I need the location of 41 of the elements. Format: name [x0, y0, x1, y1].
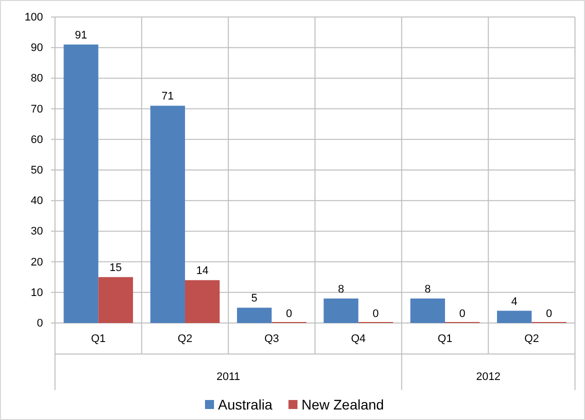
- bar: [237, 308, 272, 323]
- data-label: 5: [251, 292, 258, 305]
- bar: [150, 106, 185, 323]
- x-tick-label: Q1: [90, 333, 106, 345]
- y-tick-label: 90: [30, 42, 43, 54]
- y-tick-label: 80: [30, 72, 43, 85]
- data-label: 8: [424, 284, 431, 296]
- data-label: 71: [162, 90, 174, 103]
- text: 2012: [476, 371, 501, 383]
- x-tick-label: Q4: [350, 333, 366, 345]
- data-label: 15: [110, 262, 122, 274]
- data-label: 0: [372, 308, 379, 320]
- y-tick-label: 70: [30, 103, 43, 116]
- text: 2011: [216, 371, 240, 383]
- data-label: 91: [74, 30, 88, 42]
- x-tick-label: Q2: [178, 333, 192, 345]
- y-tick-label: 30: [30, 226, 43, 238]
- legend-label: Australia: [218, 396, 273, 412]
- data-label: 0: [459, 308, 466, 320]
- x-tick-label: Q1: [438, 333, 452, 345]
- y-tick-label: 20: [30, 256, 43, 268]
- data-label: 4: [511, 296, 518, 308]
- data-label: 0: [286, 308, 292, 320]
- bar: [185, 280, 220, 323]
- y-tick-label: 60: [30, 134, 43, 146]
- x-tick-label: Q2: [524, 333, 540, 345]
- data-label: 8: [338, 284, 344, 296]
- data-label: 14: [196, 265, 208, 278]
- y-tick-label: 50: [30, 164, 43, 177]
- y-tick-label: 40: [30, 195, 43, 208]
- data-label: 0: [546, 308, 552, 320]
- y-tick-label: 0: [36, 318, 43, 330]
- x-tick-label: Q3: [264, 333, 280, 345]
- y-tick-label: 100: [24, 12, 43, 24]
- bar: [410, 298, 445, 323]
- bar: [324, 298, 358, 323]
- bar: [98, 277, 133, 323]
- bar: [64, 44, 98, 323]
- bar: [497, 310, 532, 323]
- y-tick-label: 10: [30, 286, 43, 299]
- legend-label: New Zealand: [301, 396, 384, 412]
